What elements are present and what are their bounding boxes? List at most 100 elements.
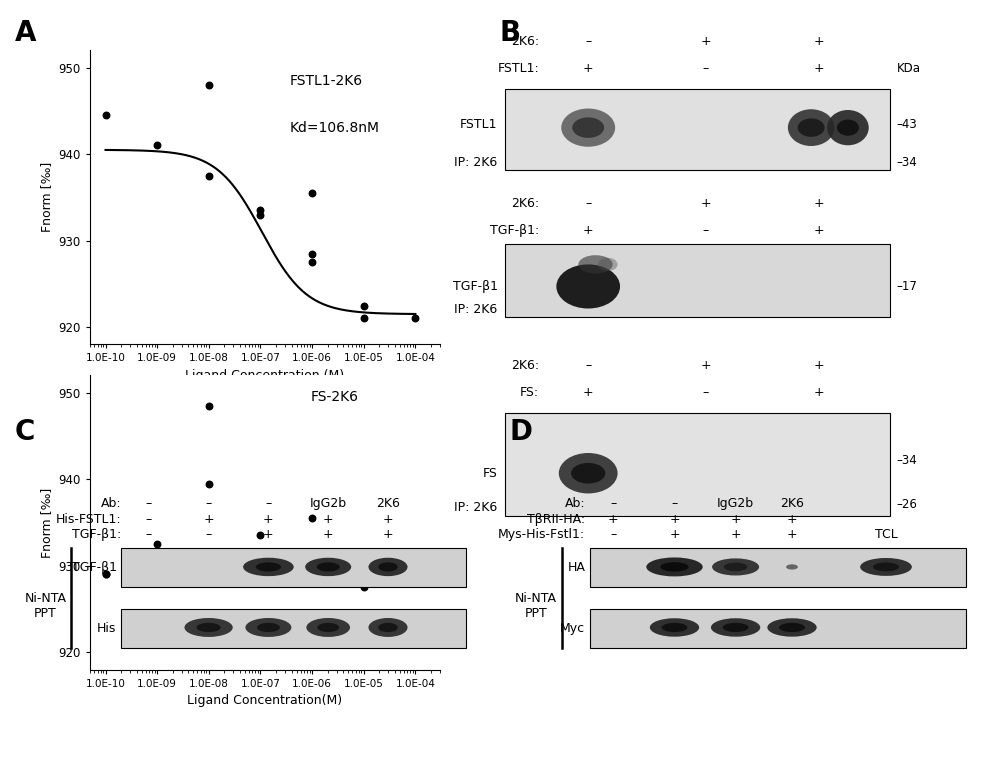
X-axis label: Ligand Concentration (M): Ligand Concentration (M) (185, 369, 345, 382)
Text: IgG2b: IgG2b (310, 497, 347, 510)
Ellipse shape (556, 265, 620, 309)
Text: +: + (700, 197, 711, 210)
Point (252, 529, 268, 542)
Text: –43: –43 (897, 118, 918, 131)
Text: 2K6:: 2K6: (511, 35, 539, 48)
Text: KDa: KDa (897, 63, 921, 75)
Bar (505, 413, 890, 515)
Text: IP: 2K6: IP: 2K6 (454, 156, 498, 170)
Text: –: – (146, 529, 152, 541)
Y-axis label: Fnorm [‰]: Fnorm [‰] (40, 488, 53, 557)
Ellipse shape (571, 463, 605, 484)
Text: Ni-NTA
PPT: Ni-NTA PPT (515, 592, 557, 620)
Ellipse shape (306, 618, 350, 637)
Point (201, 478, 217, 490)
Text: +: + (813, 35, 824, 48)
Ellipse shape (305, 558, 351, 576)
Text: +: + (608, 512, 619, 526)
Text: –: – (585, 35, 591, 48)
Ellipse shape (650, 618, 699, 637)
Ellipse shape (827, 110, 869, 146)
Point (149, 573, 165, 585)
Text: –: – (585, 358, 591, 372)
Point (356, 300, 372, 312)
Point (304, 256, 320, 269)
Text: 2K6: 2K6 (376, 497, 400, 510)
Text: IP: 2K6: IP: 2K6 (454, 501, 498, 513)
Ellipse shape (378, 623, 398, 632)
Text: +: + (669, 529, 680, 541)
Text: FS:: FS: (520, 386, 539, 399)
Point (201, 399, 217, 412)
Text: –: – (703, 386, 709, 399)
Text: +: + (813, 224, 824, 237)
Ellipse shape (660, 562, 689, 572)
Text: +: + (813, 197, 824, 210)
Ellipse shape (711, 618, 760, 637)
Text: +: + (383, 512, 393, 526)
Text: Kd=106.8nM: Kd=106.8nM (289, 121, 379, 135)
Ellipse shape (197, 623, 221, 632)
Text: +: + (323, 512, 334, 526)
Y-axis label: Fnorm [‰]: Fnorm [‰] (40, 163, 53, 232)
Text: TGF-β1: TGF-β1 (453, 280, 498, 293)
Bar (121, 548, 466, 587)
Text: –: – (146, 497, 152, 510)
Text: Mys-His-Fstl1:: Mys-His-Fstl1: (498, 529, 585, 541)
Text: FS-2K6: FS-2K6 (310, 390, 358, 404)
Text: A: A (15, 19, 36, 47)
Ellipse shape (598, 258, 618, 271)
Ellipse shape (572, 118, 604, 138)
Text: –: – (703, 224, 709, 237)
Ellipse shape (767, 618, 817, 637)
Text: TGF-β1:: TGF-β1: (72, 529, 121, 541)
Text: –: – (265, 497, 272, 510)
Text: IP: 2K6: IP: 2K6 (454, 303, 498, 317)
Text: Ab:: Ab: (565, 497, 585, 510)
Point (304, 568, 320, 580)
Ellipse shape (561, 108, 615, 147)
Text: IgG2b: IgG2b (717, 497, 754, 510)
Point (149, 139, 165, 152)
Ellipse shape (723, 623, 749, 632)
Text: FSTL1:: FSTL1: (497, 63, 539, 75)
Ellipse shape (646, 557, 703, 577)
Text: –: – (610, 529, 617, 541)
Text: +: + (263, 512, 274, 526)
Ellipse shape (786, 564, 798, 570)
Point (304, 248, 320, 260)
Ellipse shape (779, 623, 805, 632)
Text: +: + (813, 63, 824, 75)
Text: FSTL1-2K6: FSTL1-2K6 (289, 74, 363, 87)
Point (356, 568, 372, 580)
Text: B: B (500, 19, 521, 47)
Text: His: His (97, 622, 117, 635)
Text: +: + (583, 386, 594, 399)
Text: C: C (15, 418, 35, 446)
Text: +: + (730, 529, 741, 541)
Ellipse shape (243, 558, 294, 576)
Point (98, 568, 114, 580)
Text: +: + (263, 529, 274, 541)
Text: HA: HA (567, 561, 585, 574)
Text: Ab:: Ab: (101, 497, 121, 510)
Text: –: – (585, 197, 591, 210)
Point (304, 187, 320, 199)
Text: –: – (205, 497, 212, 510)
Text: +: + (700, 358, 711, 372)
Bar (590, 608, 966, 648)
Ellipse shape (724, 563, 747, 571)
Point (252, 208, 268, 221)
Point (252, 204, 268, 217)
Point (407, 563, 423, 576)
Text: +: + (813, 358, 824, 372)
Text: –34: –34 (897, 454, 918, 467)
Ellipse shape (873, 563, 899, 571)
Text: 2K6:: 2K6: (511, 358, 539, 372)
Text: +: + (583, 63, 594, 75)
Ellipse shape (798, 118, 825, 137)
Point (407, 637, 423, 649)
Text: +: + (787, 529, 797, 541)
Ellipse shape (578, 255, 613, 273)
Point (201, 79, 217, 91)
